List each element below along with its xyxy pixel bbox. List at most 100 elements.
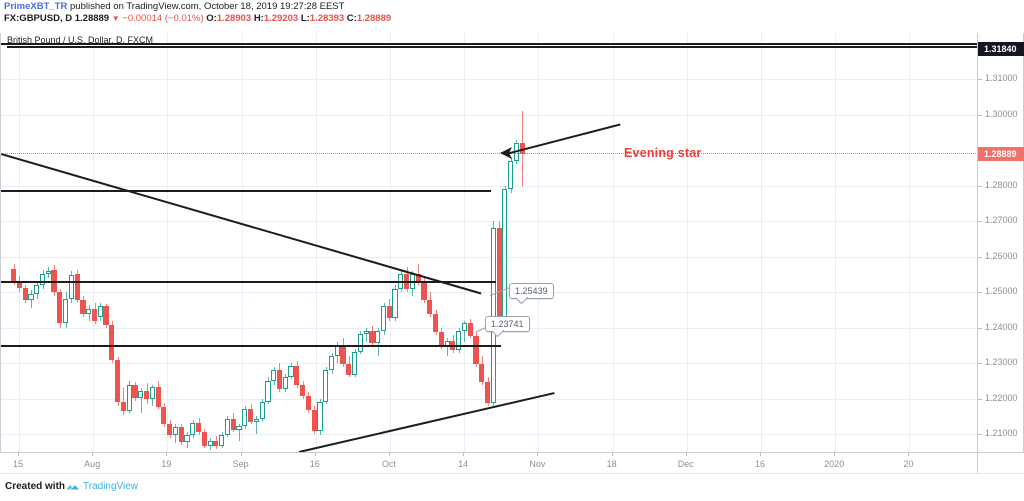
time-tick-label: 15 [12,459,24,469]
tick-mark [978,398,982,400]
candle-body [305,395,311,411]
candle-body [259,401,265,420]
support-line-125439[interactable] [1,281,496,283]
chart-pane[interactable]: Evening star 1.25439 1.23741 British Pou… [0,33,977,452]
created-with-label: Created with [5,481,66,492]
time-tick-label: 16 [309,459,320,469]
candle-body [467,323,473,336]
candle-body [224,419,231,435]
tradingview-logo-icon [66,485,79,490]
author-name[interactable]: PrimeXBT_TR [4,1,68,12]
candle-body [247,409,254,422]
candle-body [109,324,115,360]
plot-area[interactable]: Evening star 1.25439 1.23741 [1,33,977,452]
candle-body [432,314,439,332]
candle-body [45,270,51,274]
time-tick: Sep [233,452,249,469]
time-tick-label: Oct [381,459,397,469]
vertical-gridline [613,33,614,452]
price-tick: 1.30000 [978,109,1024,121]
tick-mark [685,452,687,456]
candle-body [143,390,150,399]
candle-body [63,299,69,324]
last-price: 1.28889 [74,13,110,24]
price-badge-last[interactable]: 1.28889 [978,147,1024,162]
candle-body [22,287,28,300]
candle-body [490,228,496,403]
tick-mark [978,114,982,116]
candle-body [155,387,161,407]
tick-mark [759,452,761,456]
legend-underline [7,46,977,48]
vertical-gridline [464,33,465,452]
candle-body [392,288,398,318]
candle-wick [256,416,257,435]
candle-body [386,305,392,318]
candle-body [219,434,225,447]
evening-star-arrow-head [500,147,512,159]
price-tick-label: 1.21000 [985,428,1018,439]
price-tick: 1.27000 [978,215,1024,227]
chart-legend-title[interactable]: British Pound / U.S. Dollar, D, FXCM [7,35,154,45]
tick-mark [978,327,982,329]
open-value: 1.28903 [216,13,252,24]
candle-body [236,426,242,430]
tick-mark [314,452,316,456]
candle-body [230,419,236,430]
tick-mark [537,452,539,456]
candle-body [282,376,288,389]
candle-body [461,323,468,331]
high-label: H: [253,13,264,24]
candle-body [317,401,323,432]
candle-body [115,359,121,403]
candle-body [508,160,514,190]
candle-body [276,369,283,389]
high-value: 1.29203 [263,13,299,24]
price-badge-last-text: 1.28889 [984,149,1017,160]
candle-body [242,409,248,427]
vertical-gridline [538,33,539,452]
publish-line: PrimeXBT_TR published on TradingView.com… [4,1,704,13]
tradingview-brand[interactable]: TradingView [83,481,139,492]
time-tick: 2020 [824,452,844,469]
tick-mark [166,452,168,456]
callout-price-125439[interactable]: 1.25439 [509,283,554,299]
candle-body [68,275,74,300]
symbol-label[interactable]: FX:GBPUSD, D [4,13,73,24]
price-badge-high[interactable]: 1.31840 [978,42,1024,57]
footer: Created with TradingView [0,473,1024,501]
price-axis[interactable]: 1.31000 1.30000 1.28000 1.27000 1.26000 1.250… [977,33,1024,452]
open-label: O: [206,13,217,24]
price-tick-label: 1.22000 [985,392,1018,403]
time-tick: Nov [529,452,545,469]
candle-body [138,390,144,399]
close-value: 1.28889 [356,13,392,24]
candle-body [161,406,167,425]
evening-star-label[interactable]: Evening star [624,146,702,160]
candle-body [213,441,219,447]
candle-body [265,380,271,402]
candle-body [294,366,300,386]
ascending-trendline[interactable] [298,392,555,452]
candle-body [346,363,352,375]
tick-mark [463,452,465,456]
price-tick: 1.21000 [978,428,1024,440]
time-axis[interactable]: 15 Aug 19 Sep 16 Oct 14 Nov 18 Dec 16 2020 20 [0,452,1024,474]
candle-body [328,356,335,370]
candle-body [323,369,329,402]
vertical-gridline [93,33,94,452]
vertical-gridline [390,33,391,452]
time-tick: 14 [458,452,469,469]
low-label: L: [300,13,310,24]
resistance-line-top[interactable] [1,43,977,45]
quote-line: FX:GBPUSD, D 1.28889 ▼ −0.00014 (−0.01%)… [4,13,704,25]
candle-body [57,292,63,324]
change-value: −0.00014 (−0.01%) [122,13,204,24]
horizontal-gridline [1,363,977,364]
resistance-line-128[interactable] [1,190,491,192]
support-line-123741[interactable] [1,345,501,347]
low-value: 1.28393 [309,13,345,24]
price-tick-label: 1.31000 [985,73,1018,84]
time-tick-label: 14 [458,459,469,469]
callout-price-123741[interactable]: 1.23741 [485,316,530,332]
